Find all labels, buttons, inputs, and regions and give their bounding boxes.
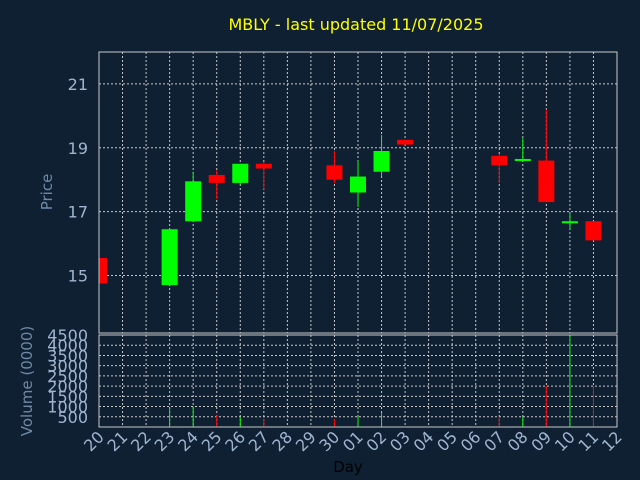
volume-tick-label: 3000 xyxy=(47,357,88,376)
candle-body xyxy=(161,229,178,286)
price-tick-label: 19 xyxy=(68,139,88,158)
volume-tick-label: 1000 xyxy=(47,398,88,417)
candle-body xyxy=(585,221,602,241)
volume-tick-label: 2000 xyxy=(47,377,88,396)
volume-bars xyxy=(169,335,594,427)
candle-body xyxy=(350,176,366,193)
candle-body xyxy=(326,165,343,180)
candle-body xyxy=(255,163,272,169)
candle-body xyxy=(397,139,414,145)
volume-axis-label: Volume (0000) xyxy=(18,326,36,436)
chart-title: MBLY - last updated 11/07/2025 xyxy=(228,15,483,34)
candles xyxy=(99,109,602,286)
candle-body xyxy=(232,163,249,183)
candle-body xyxy=(538,160,555,203)
price-tick-label: 21 xyxy=(68,75,88,94)
volume-grid xyxy=(98,334,618,427)
x-axis-label: Day xyxy=(333,458,363,476)
price-y-axis: 15 17 19 21 xyxy=(68,75,88,286)
volume-tick-label: 1500 xyxy=(47,387,88,406)
price-panel-frame xyxy=(98,51,618,334)
candle-body xyxy=(373,150,390,172)
candle-body xyxy=(491,155,508,166)
volume-tick-label: 4000 xyxy=(47,336,88,355)
x-tick-label: 12 xyxy=(598,427,626,455)
volume-tick-label: 3500 xyxy=(47,346,88,365)
price-grid xyxy=(98,52,618,333)
price-tick-label: 15 xyxy=(68,267,88,286)
candle-body xyxy=(99,257,107,284)
volume-tick-label: 500 xyxy=(57,408,88,427)
volume-panel-frame xyxy=(98,334,618,428)
price-axis-label: Price xyxy=(38,174,56,211)
candle-body xyxy=(185,181,202,222)
volume-tick-label: 2500 xyxy=(47,367,88,386)
volume-tick-label: 4500 xyxy=(47,326,88,345)
candle-body xyxy=(208,174,225,183)
candle-body xyxy=(514,158,531,161)
x-axis: 2021222324252627282930010203040506070809… xyxy=(80,427,626,455)
price-tick-label: 17 xyxy=(68,203,88,222)
candle-body xyxy=(561,221,578,224)
